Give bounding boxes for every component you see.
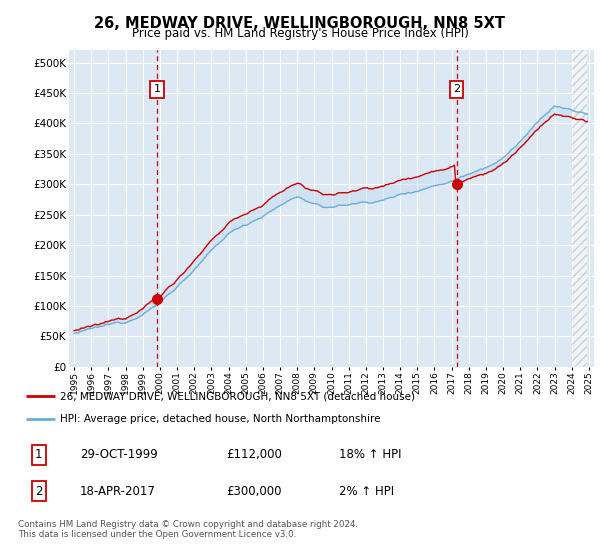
Text: 2% ↑ HPI: 2% ↑ HPI [340, 485, 395, 498]
Text: 1: 1 [154, 85, 161, 94]
Text: 18% ↑ HPI: 18% ↑ HPI [340, 449, 402, 461]
Text: Contains HM Land Registry data © Crown copyright and database right 2024.
This d: Contains HM Land Registry data © Crown c… [18, 520, 358, 539]
Text: HPI: Average price, detached house, North Northamptonshire: HPI: Average price, detached house, Nort… [60, 414, 381, 424]
Text: 26, MEDWAY DRIVE, WELLINGBOROUGH, NN8 5XT (detached house): 26, MEDWAY DRIVE, WELLINGBOROUGH, NN8 5X… [60, 391, 415, 402]
Text: £112,000: £112,000 [227, 449, 283, 461]
Text: 2: 2 [35, 485, 43, 498]
Text: 1: 1 [35, 449, 43, 461]
Text: 2: 2 [453, 85, 460, 94]
Text: 18-APR-2017: 18-APR-2017 [80, 485, 156, 498]
Text: 26, MEDWAY DRIVE, WELLINGBOROUGH, NN8 5XT: 26, MEDWAY DRIVE, WELLINGBOROUGH, NN8 5X… [95, 16, 505, 31]
Text: 29-OCT-1999: 29-OCT-1999 [80, 449, 158, 461]
Text: Price paid vs. HM Land Registry's House Price Index (HPI): Price paid vs. HM Land Registry's House … [131, 27, 469, 40]
Text: £300,000: £300,000 [227, 485, 282, 498]
